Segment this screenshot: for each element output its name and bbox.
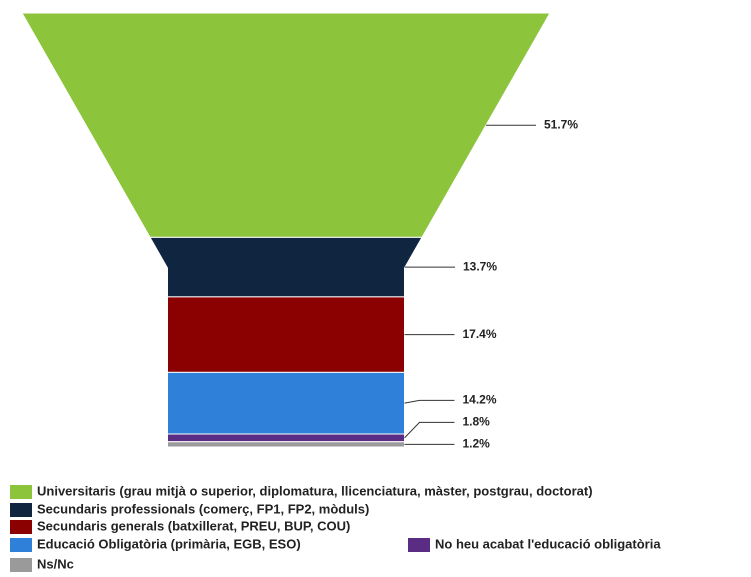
legend-label: Secundaris professionals (comerç, FP1, F… <box>37 501 369 516</box>
legend-label: Universitaris (grau mitjà o superior, di… <box>37 483 593 498</box>
data-label: 1.8% <box>463 415 491 429</box>
funnel-segment <box>167 371 405 435</box>
legend-label: No heu acabat l'educació obligatòria <box>435 536 661 551</box>
legend-label: Educació Obligatòria (primària, EGB, ESO… <box>37 536 301 551</box>
data-label: 13.7% <box>463 259 497 273</box>
data-label: 1.2% <box>463 437 491 451</box>
data-label: 51.7% <box>544 117 578 131</box>
data-label: 17.4% <box>463 327 497 341</box>
funnel-segment <box>21 12 551 238</box>
funnel-segment <box>167 441 405 448</box>
funnel-segment <box>167 433 405 443</box>
connector <box>404 421 455 439</box>
legend-swatch <box>10 485 32 499</box>
legend-swatch <box>10 538 32 552</box>
connector <box>404 399 455 404</box>
legend-swatch <box>408 538 430 552</box>
legend-swatch <box>10 503 32 517</box>
legend-label: Ns/Nc <box>37 556 74 571</box>
data-label: 14.2% <box>463 393 497 407</box>
legend-swatch <box>10 520 32 534</box>
funnel-segment <box>149 236 423 298</box>
legend-swatch <box>10 558 32 572</box>
funnel-segment <box>167 296 405 373</box>
legend-label: Secundaris generals (batxillerat, PREU, … <box>37 518 350 533</box>
